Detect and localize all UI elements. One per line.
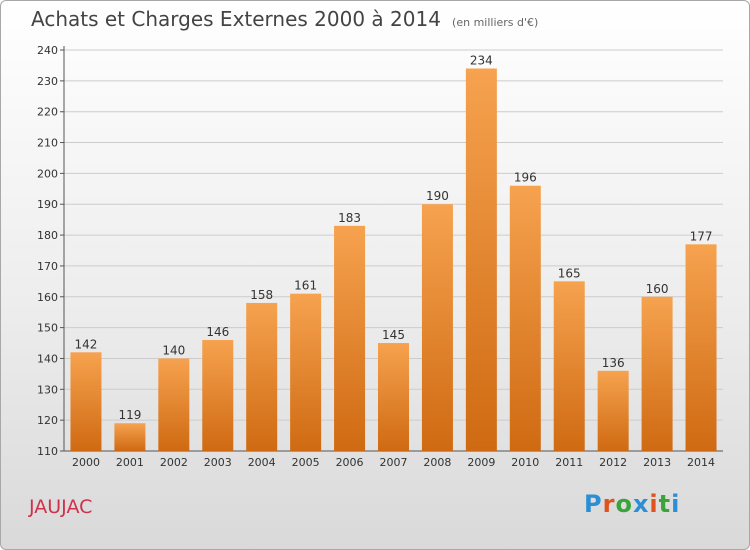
logo-letter: x [632,490,650,518]
logo-letter: t [658,490,672,518]
data-label: 196 [514,171,537,185]
bars [70,68,717,451]
y-tick-label: 120 [37,414,58,427]
data-label: 190 [426,189,449,203]
data-label: 119 [118,408,141,422]
bar [685,244,717,451]
x-tick-label: 2007 [380,456,408,469]
data-label: 183 [338,211,361,225]
bar [158,358,190,451]
y-tick-label: 190 [37,198,58,211]
bar [70,352,102,451]
x-tick-label: 2004 [248,456,276,469]
y-tick-label: 170 [37,260,58,273]
bar [421,204,453,451]
data-label: 165 [558,266,581,280]
bar [597,370,629,451]
bar [290,293,322,451]
data-label: 177 [690,229,713,243]
data-label: 234 [470,54,493,68]
data-label: 158 [250,288,273,302]
x-tick-label: 2014 [687,456,715,469]
commune-name: JAUJAC [29,496,93,518]
y-tick-label: 130 [37,383,58,396]
x-tick-label: 2008 [423,456,451,469]
y-tick-label: 200 [37,167,58,180]
bar [641,296,673,451]
bar [509,185,541,451]
x-tick-label: 2012 [599,456,627,469]
bar [378,343,409,451]
bar [246,302,278,451]
logo-letter: P [584,490,603,518]
logo-letter: o [615,490,633,518]
proxiti-logo: Proxiti [584,490,680,518]
logo-letter: i [671,490,681,518]
bar [553,281,585,451]
y-tick-label: 240 [37,44,58,57]
labels: 142 2000 119 2001 140 2002 146 2003 158 2004 161 20… [72,54,715,469]
chart-title: Achats et Charges Externes 2000 à 2014 [31,7,441,31]
x-tick-label: 2002 [160,456,188,469]
data-label: 161 [294,279,317,293]
x-tick-label: 2011 [555,456,583,469]
y-tick-label: 220 [37,106,58,119]
bar [114,423,146,451]
y-tick-label: 230 [37,75,58,88]
x-tick-label: 2000 [72,456,100,469]
y-tick-label: 180 [37,229,58,242]
data-label: 145 [382,328,405,342]
bar [334,225,366,451]
x-tick-label: 2009 [467,456,495,469]
logo-letter: i [649,490,659,518]
data-label: 142 [75,337,98,351]
chart-title-block: Achats et Charges Externes 2000 à 2014 (… [31,7,538,31]
chart-subtitle: (en milliers d'€) [452,16,539,29]
x-tick-label: 2001 [116,456,144,469]
logo-letter: r [602,490,616,518]
data-label: 160 [646,282,669,296]
x-tick-label: 2005 [292,456,320,469]
x-tick-label: 2010 [511,456,539,469]
bar [465,68,497,451]
y-tick-label: 210 [37,137,58,150]
x-tick-label: 2003 [204,456,232,469]
y-tick-label: 140 [37,352,58,365]
y-tick-label: 160 [37,291,58,304]
y-tick-label: 150 [37,322,58,335]
x-tick-label: 2013 [643,456,671,469]
bar [202,339,234,451]
data-label: 140 [162,343,185,357]
x-tick-label: 2006 [336,456,364,469]
data-label: 146 [206,325,229,339]
data-label: 136 [602,356,625,370]
y-tick-label: 110 [37,445,58,458]
